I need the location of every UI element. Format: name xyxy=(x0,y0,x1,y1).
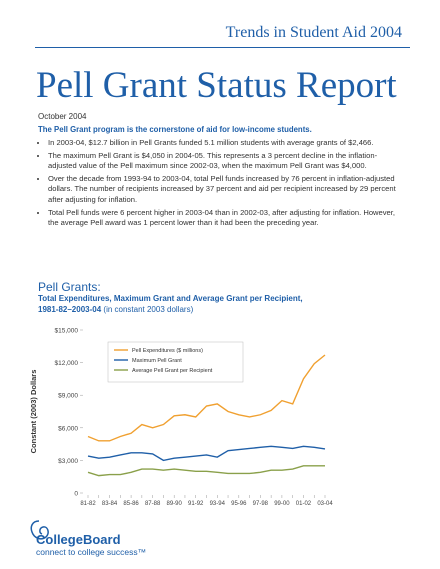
legend-box xyxy=(107,341,244,383)
chart-subtitle-line: 1981-82–2003-04 (in constant 2003 dollar… xyxy=(38,305,193,314)
chart: Constant (2003) Dollars 0 $3,000 $6,000 $9,0… xyxy=(29,328,333,508)
series-line xyxy=(87,465,325,477)
bullet: Over the decade from 1993-94 to 2003-04,… xyxy=(48,174,400,206)
y-tick-label: $3,000 xyxy=(58,458,78,465)
chart-subtitle-years: 1981-82–2003-04 xyxy=(38,305,102,314)
legend-label: Pell Expenditures ($ millions) xyxy=(132,348,203,354)
y-tick-label: $15,000 xyxy=(55,328,79,335)
legend-label: Maximum Pell Grant xyxy=(132,358,182,364)
tagline: connect to college success™ xyxy=(36,547,147,557)
x-tick-label: 95-96 xyxy=(231,501,247,507)
bullet: Total Pell funds were 6 percent higher i… xyxy=(48,208,400,229)
x-tick-label: 93-94 xyxy=(210,501,226,507)
y-tick-label: $9,000 xyxy=(58,393,78,400)
x-tick-label: 03-04 xyxy=(317,501,333,507)
brand: CollegeBoard xyxy=(36,532,121,547)
x-tick-label: 85-86 xyxy=(123,501,139,507)
y-tick-label: 0 xyxy=(74,491,78,498)
x-tick-label: 99-00 xyxy=(274,501,290,507)
logo-icon xyxy=(30,520,49,540)
chart-title: Pell Grants: xyxy=(38,280,101,294)
chart-subtitle: Total Expenditures, Maximum Grant and Av… xyxy=(38,294,303,303)
header-title: Trends in Student Aid 2004 xyxy=(225,24,402,41)
header-rule xyxy=(35,47,410,48)
series-line xyxy=(87,445,326,462)
bullet-list: In 2003-04, $12.7 billion in Pell Grants… xyxy=(38,138,400,231)
bullet: The maximum Pell Grant is $4,050 in 2004… xyxy=(48,151,400,172)
y-axis-label: Constant (2003) Dollars xyxy=(29,370,38,454)
lead: The Pell Grant program is the cornerston… xyxy=(38,125,312,134)
x-tick-label: 87-88 xyxy=(145,501,161,507)
x-tick-label: 83-84 xyxy=(102,501,118,507)
x-tick-label: 01-02 xyxy=(296,501,312,507)
x-tick-label: 97-98 xyxy=(253,501,269,507)
chart-subtitle-note: (in constant 2003 dollars) xyxy=(103,305,194,314)
y-tick-label: $6,000 xyxy=(58,425,78,432)
date: October 2004 xyxy=(38,112,87,121)
legend-label: Average Pell Grant per Recipient xyxy=(132,368,213,374)
x-tick-label: 81-82 xyxy=(80,501,96,507)
y-tick-label: $12,000 xyxy=(55,360,79,367)
logo-swirl xyxy=(30,520,49,540)
bullet: In 2003-04, $12.7 billion in Pell Grants… xyxy=(48,138,400,149)
x-tick-label: 89-90 xyxy=(167,501,183,507)
series-line xyxy=(87,354,326,442)
report-title: Pell Grant Status Report xyxy=(36,65,397,106)
x-tick-label: 91-92 xyxy=(188,501,204,507)
